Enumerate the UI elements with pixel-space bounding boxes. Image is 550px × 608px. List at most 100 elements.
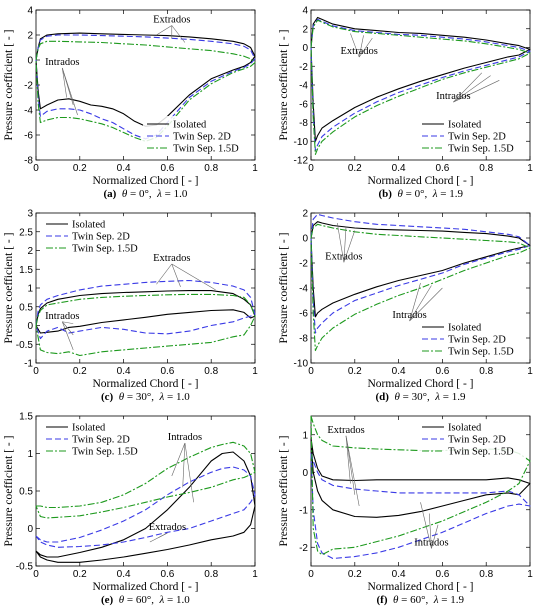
series-line-isolated bbox=[310, 16, 531, 142]
y-tick-label: 0 bbox=[27, 56, 33, 67]
y-tick-label: 0.5 bbox=[19, 302, 33, 313]
legend-label: Isolated bbox=[448, 323, 482, 334]
series-line-twin15d bbox=[35, 293, 256, 357]
annotation-label: Extrados bbox=[153, 253, 190, 264]
annotation-leader bbox=[453, 75, 491, 103]
x-tick-label: 0.2 bbox=[348, 163, 362, 174]
y-tick-label: 1.5 bbox=[19, 412, 33, 423]
y-tick-label: 0 bbox=[27, 524, 33, 535]
annotation-leader bbox=[409, 287, 443, 322]
x-tick-label: 0.4 bbox=[392, 366, 406, 377]
legend-label: Isolated bbox=[72, 423, 106, 434]
annotation-leader bbox=[156, 25, 172, 36]
caption-lambda: 1.0 bbox=[175, 391, 190, 403]
y-axis-label: Pressure coefficient [ - ] bbox=[278, 436, 290, 547]
x-tick-label: 0.8 bbox=[479, 163, 493, 174]
legend-label: Twin Sep. 1.5D bbox=[72, 244, 138, 255]
x-tick-label: 0 bbox=[308, 569, 314, 580]
y-tick-label: -4 bbox=[24, 106, 33, 117]
y-tick-label: -6 bbox=[24, 131, 33, 142]
x-tick-label: 1 bbox=[527, 366, 533, 377]
x-tick-label: 1 bbox=[252, 163, 258, 174]
y-tick-label: 2 bbox=[302, 24, 308, 35]
series-line-isolated bbox=[310, 438, 531, 518]
y-axis-label: Pressure coefficient [ - ] bbox=[3, 436, 15, 547]
annotation-leader bbox=[350, 33, 360, 58]
caption-theta: 0° bbox=[138, 188, 149, 200]
y-tick-label: -10 bbox=[294, 359, 309, 370]
series-line-twin2d bbox=[35, 34, 256, 140]
legend-label: Twin Sep. 2D bbox=[448, 435, 506, 446]
annotation-label: Intrados bbox=[392, 310, 426, 321]
y-tick-label: -4 bbox=[299, 81, 308, 92]
annotation-leader bbox=[336, 222, 345, 263]
y-tick-label: 2.5 bbox=[19, 227, 33, 238]
series-line-twin2d bbox=[310, 18, 531, 152]
panel-caption: (e) θ = 60°, λ = 1.0 bbox=[101, 594, 190, 606]
x-tick-label: 0 bbox=[33, 163, 39, 174]
x-tick-label: 0.2 bbox=[73, 163, 87, 174]
x-tick-label: 0.6 bbox=[435, 569, 449, 580]
y-tick-label: 0 bbox=[302, 43, 308, 54]
annotation-leader bbox=[345, 435, 360, 507]
legend-label: Twin Sep. 1.5D bbox=[173, 144, 239, 155]
series-line-isolated bbox=[310, 221, 531, 318]
x-tick-label: 1 bbox=[527, 163, 533, 174]
series-line-twin15d bbox=[310, 19, 531, 155]
y-tick-label: -2 bbox=[299, 62, 308, 73]
series-line-twin2d bbox=[310, 453, 531, 560]
y-tick-label: -8 bbox=[24, 156, 33, 167]
series-line-twin2d bbox=[35, 466, 256, 548]
legend-label: Isolated bbox=[448, 120, 482, 131]
caption-letter: (e) bbox=[101, 594, 114, 606]
caption-letter: (f) bbox=[376, 594, 388, 606]
annotation-leader bbox=[409, 282, 421, 322]
y-tick-label: 0 bbox=[27, 321, 33, 332]
annotation-leader bbox=[156, 263, 173, 285]
x-tick-label: 0 bbox=[308, 163, 314, 174]
x-axis-label: Normalized Chord [ - ] bbox=[92, 175, 198, 187]
series-line-twin2d bbox=[35, 279, 256, 340]
y-tick-label: 4 bbox=[27, 6, 33, 17]
x-tick-label: 0.2 bbox=[348, 366, 362, 377]
legend-label: Twin Sep. 1.5D bbox=[448, 347, 514, 358]
annotation-leader bbox=[358, 37, 373, 58]
x-tick-label: 0.2 bbox=[73, 569, 87, 580]
annotation-leader bbox=[453, 72, 483, 103]
caption-theta: 60° bbox=[135, 594, 152, 606]
annotation-label: Extrados bbox=[153, 15, 190, 26]
y-tick-label: 2 bbox=[27, 246, 33, 257]
legend-label: Twin Sep. 1.5D bbox=[448, 447, 514, 458]
plot-frame bbox=[310, 415, 531, 567]
x-tick-label: 0 bbox=[33, 366, 39, 377]
panel-caption: (a) θ = 0°, λ = 1.0 bbox=[103, 188, 188, 200]
y-tick-label: -2 bbox=[24, 81, 33, 92]
x-tick-label: 0.8 bbox=[204, 569, 218, 580]
y-tick-label: -2 bbox=[299, 259, 308, 270]
y-tick-label: 1 bbox=[27, 449, 33, 460]
legend-label: Twin Sep. 2D bbox=[448, 132, 506, 143]
x-tick-label: 0.6 bbox=[160, 366, 174, 377]
annotation-leader bbox=[431, 524, 439, 549]
series-line-twin2d bbox=[310, 213, 531, 334]
x-tick-label: 0.6 bbox=[435, 163, 449, 174]
caption-letter: (d) bbox=[375, 391, 389, 403]
caption-lambda: 1.0 bbox=[175, 594, 190, 606]
x-tick-label: 0.4 bbox=[117, 366, 131, 377]
annotation-leader bbox=[343, 226, 347, 263]
annotation-leader bbox=[184, 442, 194, 503]
annotation-leader bbox=[158, 532, 168, 538]
series-line-twin15d bbox=[35, 40, 256, 142]
y-tick-label: -6 bbox=[299, 309, 308, 320]
annotation-label: Intrados bbox=[168, 432, 202, 443]
y-axis-label: Pressure coefficient [ - ] bbox=[278, 233, 290, 344]
annotation-leader bbox=[345, 435, 351, 484]
annotation-leader bbox=[453, 80, 500, 103]
annotation-leader bbox=[420, 502, 432, 549]
